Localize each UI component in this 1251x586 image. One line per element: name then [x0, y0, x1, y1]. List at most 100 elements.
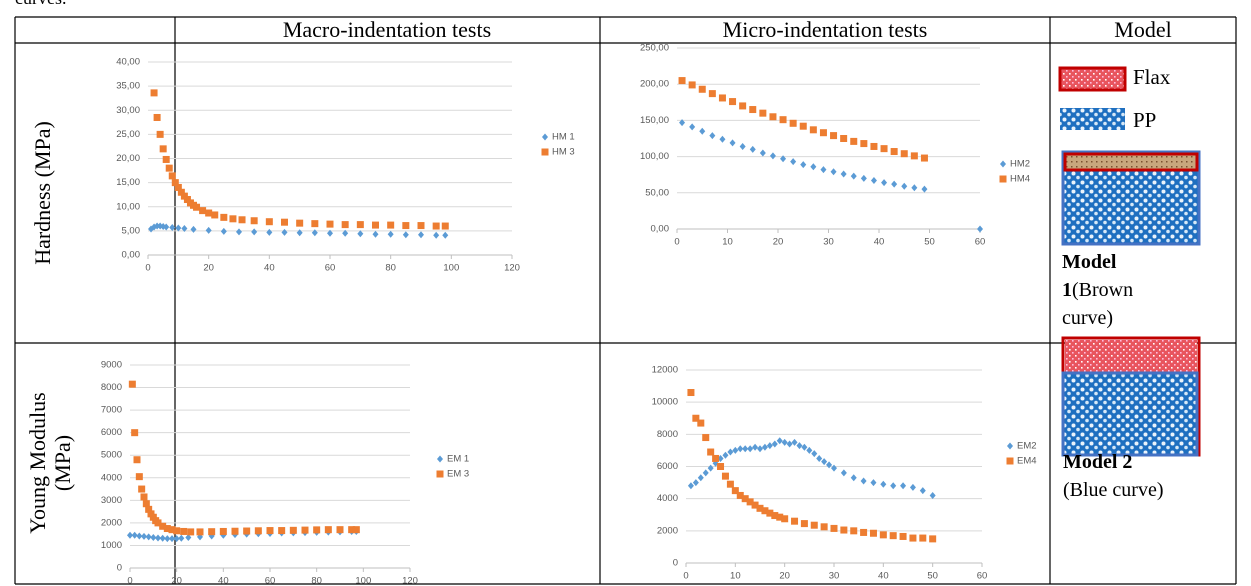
data-point [208, 528, 216, 536]
data-point [687, 482, 694, 490]
data-point [791, 517, 799, 525]
y-tick-label: 7000 [101, 405, 122, 416]
data-point [169, 223, 176, 231]
data-point [860, 174, 867, 182]
data-point [977, 225, 983, 233]
data-point [702, 434, 710, 442]
data-point [250, 217, 258, 225]
x-tick-label: 40 [874, 237, 885, 248]
y-tick-label: 2000 [657, 525, 678, 536]
y-tick-label: 1000 [101, 540, 122, 551]
model-number: 1 [1062, 279, 1072, 301]
data-point [732, 446, 739, 454]
x-tick-label: 0 [674, 237, 679, 248]
data-point [727, 448, 734, 456]
y-tick-label: 30,00 [116, 105, 140, 116]
data-point [301, 526, 309, 534]
data-point [348, 526, 356, 534]
data-point [175, 224, 182, 232]
data-point [174, 183, 182, 191]
data-point [162, 155, 170, 163]
model-desc: curve) [1062, 307, 1113, 329]
legend-marker [1006, 457, 1014, 465]
data-point [761, 507, 769, 515]
x-tick-label: 80 [385, 263, 396, 274]
model-name: Model 2 [1063, 451, 1132, 473]
data-point [687, 389, 695, 397]
y-tick-label: 5,00 [122, 225, 141, 236]
y-tick-label: 15,00 [116, 177, 140, 188]
data-point [697, 419, 705, 427]
data-point [826, 461, 833, 469]
data-point [327, 229, 333, 237]
data-point [850, 172, 857, 180]
data-point [135, 473, 143, 481]
data-point [860, 528, 868, 536]
data-point [432, 222, 440, 230]
x-tick-label: 10 [730, 571, 741, 582]
data-point [165, 164, 173, 172]
data-point [910, 152, 918, 160]
charts: 0,00 5,00 10,00 15,00 20,00 25,00 30,00 35,00 40… [101, 43, 1037, 586]
data-point [707, 464, 714, 472]
data-point [181, 224, 188, 232]
y-tick-label: 50,00 [645, 187, 669, 198]
data-point [731, 487, 739, 495]
data-point [205, 209, 213, 217]
y-tick-label: 150,00 [640, 115, 669, 126]
y-tick-label: 20,00 [116, 153, 140, 164]
x-tick-label: 30 [829, 571, 840, 582]
data-point [140, 493, 148, 501]
data-point [163, 223, 170, 231]
data-point [761, 443, 768, 451]
data-point [830, 132, 838, 140]
data-point [296, 219, 304, 227]
data-point [173, 535, 180, 543]
data-point [870, 176, 877, 184]
y-tick-label: 25,00 [116, 129, 140, 140]
y-tick-label: 10,00 [116, 201, 140, 212]
y-tick-label: 40,00 [116, 57, 140, 68]
data-point [278, 527, 286, 535]
data-point [281, 218, 288, 226]
data-point [919, 487, 926, 495]
data-point [205, 226, 212, 234]
data-point [699, 127, 706, 135]
y-tick-label: 3000 [101, 495, 122, 506]
data-point [749, 145, 756, 153]
data-point [721, 472, 729, 480]
data-point [220, 213, 228, 221]
pp-swatch [1060, 108, 1125, 130]
data-point [168, 526, 176, 534]
legend-marker [1007, 442, 1013, 450]
legend-marker [541, 148, 549, 156]
data-point [441, 222, 449, 230]
y-tick-label: 8000 [101, 382, 122, 393]
data-point [781, 438, 788, 446]
data-point [372, 230, 379, 238]
x-tick-label: 30 [823, 237, 834, 248]
legend-marker [999, 175, 1007, 183]
data-point [830, 168, 837, 176]
x-tick-label: 100 [443, 263, 459, 274]
data-point [185, 534, 192, 542]
data-point [799, 122, 807, 130]
data-point [196, 528, 204, 536]
data-point [243, 527, 251, 535]
data-point [786, 440, 793, 448]
data-point [747, 445, 754, 453]
legend-marker [437, 455, 443, 463]
data-point [289, 526, 297, 534]
data-point [759, 109, 767, 117]
x-tick-label: 40 [218, 576, 229, 586]
data-point [806, 446, 813, 454]
data-point [254, 527, 262, 535]
x-tick-label: 50 [924, 237, 935, 248]
data-point [313, 526, 321, 534]
data-point [831, 464, 837, 472]
data-point [736, 491, 744, 499]
y-tick-label: 0 [673, 558, 678, 569]
data-point [901, 182, 908, 190]
data-point [820, 166, 827, 174]
